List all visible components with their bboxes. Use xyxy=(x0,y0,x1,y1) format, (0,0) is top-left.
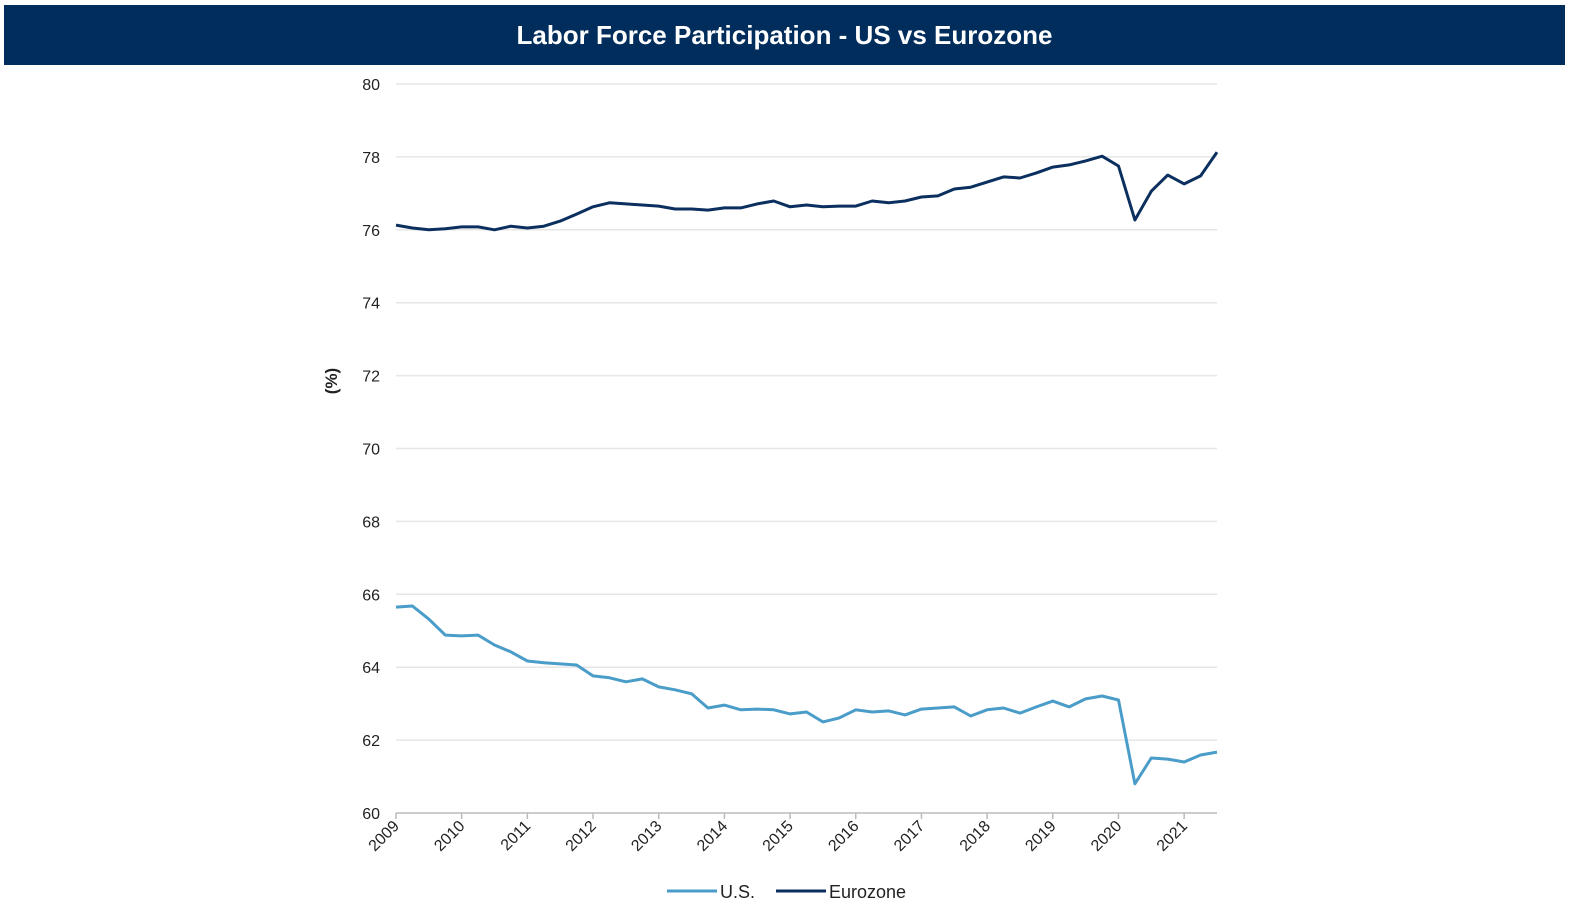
x-tick-label: 2021 xyxy=(1154,818,1191,855)
x-tick-label: 2010 xyxy=(431,818,468,855)
x-tick-label: 2017 xyxy=(891,818,928,855)
legend-item: U.S. xyxy=(667,882,755,902)
chart-title: Labor Force Participation - US vs Eurozo… xyxy=(4,5,1565,65)
x-tick-label: 2019 xyxy=(1022,818,1059,855)
x-tick-label: 2011 xyxy=(498,818,534,854)
y-tick-label: 78 xyxy=(362,150,380,167)
y-axis-label: (%) xyxy=(322,368,341,394)
legend-label: Eurozone xyxy=(829,882,906,902)
y-tick-label: 80 xyxy=(362,77,380,94)
y-tick-label: 62 xyxy=(362,733,380,750)
y-tick-label: 64 xyxy=(362,660,380,677)
legend-label: U.S. xyxy=(720,882,755,902)
y-tick-label: 72 xyxy=(362,369,380,386)
x-tick-label: 2018 xyxy=(957,818,994,855)
y-tick-label: 68 xyxy=(362,514,380,531)
y-tick-label: 70 xyxy=(362,442,380,459)
x-tick-label: 2014 xyxy=(694,818,731,855)
x-tick-label: 2013 xyxy=(628,818,665,855)
x-tick-label: 2020 xyxy=(1088,818,1125,855)
y-tick-label: 60 xyxy=(362,806,380,823)
series-line-us xyxy=(395,604,1218,786)
x-tick-label: 2009 xyxy=(366,818,403,855)
x-tick-label: 2015 xyxy=(760,818,797,855)
y-tick-label: 74 xyxy=(362,296,380,313)
y-tick-label: 76 xyxy=(362,223,380,240)
series-line-eurozone xyxy=(395,151,1219,232)
legend-item: Eurozone xyxy=(776,882,906,902)
y-tick-label: 66 xyxy=(362,587,380,604)
x-tick-label: 2012 xyxy=(563,818,600,855)
x-tick-label: 2016 xyxy=(825,818,862,855)
